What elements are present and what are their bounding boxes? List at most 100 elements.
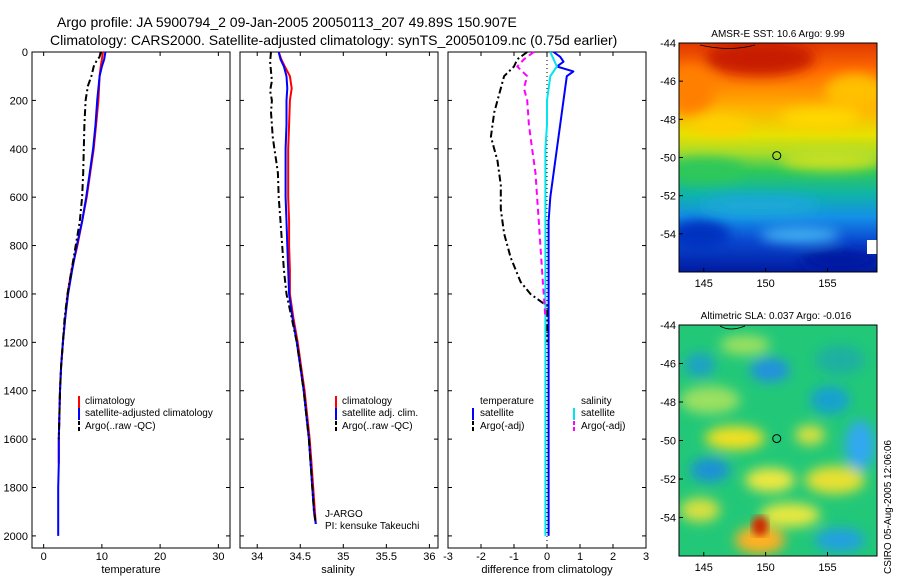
sla-contour (719, 325, 746, 330)
sla-patch (745, 468, 795, 492)
sla-patch (795, 425, 825, 445)
argo-position-marker (772, 434, 782, 444)
x-tick-label: 36 (423, 551, 435, 563)
x-tick-label: 3 (643, 551, 649, 563)
series-line-temperature-satellite (547, 51, 575, 536)
y-tick-label: 0 (22, 47, 28, 59)
salinity-axes-box (239, 51, 439, 549)
sla-field (679, 325, 877, 556)
map-y-tick-label: -52 (660, 474, 676, 486)
sla-patch (750, 358, 790, 382)
salinity-panel: salinity 34 34.5 35 35.5 36 climatology sate… (239, 51, 439, 576)
map-x-tick-label: 145 (695, 278, 713, 290)
sla-patch (815, 528, 865, 552)
series-line-argo-raw-qc (57, 51, 102, 440)
sst-patch (679, 158, 745, 182)
map-y-tick-label: -54 (660, 229, 676, 241)
x-tick-label: 10 (96, 551, 108, 563)
sst-patch (690, 115, 750, 135)
legend-label: climatology (342, 396, 392, 407)
y-tick-label: 1400 (4, 386, 28, 398)
sla-patch (810, 386, 850, 414)
legend-label: Argo(-adj) (480, 421, 524, 432)
sla-hot-spot (752, 516, 768, 536)
y-tick-label: 1800 (4, 483, 28, 495)
sla-patch (720, 335, 770, 355)
sla-patch (690, 458, 730, 482)
map-y-tick-label: -46 (660, 76, 676, 88)
sst-patch (760, 227, 840, 243)
header-line-1: Argo profile: JA 5900794_2 09-Jan-2005 2… (57, 14, 517, 30)
sla-patch (680, 498, 720, 522)
x-tick-label: 35 (337, 551, 349, 563)
series-line-salinity-argo-adj (516, 51, 547, 319)
difference-legend-salinity: salinity satellite Argo(-adj) (573, 396, 625, 433)
sla-texture (680, 335, 875, 554)
side-timestamp: CSIRO 05-Aug-2005 12:06:06 (883, 440, 894, 574)
difference-legend-temperature: temperature satellite Argo(-adj) (472, 396, 534, 433)
y-tick-label: 1200 (4, 337, 28, 349)
sla-patch (735, 526, 785, 554)
y-tick-label: 400 (10, 144, 28, 156)
map-y-tick-label: -46 (660, 359, 676, 371)
map-y-tick-label: -52 (660, 191, 676, 203)
series-line-argo-raw-qc (269, 51, 317, 524)
difference-xlabel: difference from climatology (481, 564, 613, 576)
sla-patch (805, 466, 865, 494)
x-tick-label: 34 (251, 551, 263, 563)
temperature-legend: climatology satellite-adjusted climatolo… (78, 396, 213, 433)
y-tick-label: 1600 (4, 434, 28, 446)
sst-contour (699, 44, 756, 49)
temperature-axes-box (31, 51, 231, 549)
x-tick-label: 2 (610, 551, 616, 563)
sla-patch (752, 516, 768, 536)
sst-patch (780, 108, 860, 128)
legend-label: satellite-adjusted climatology (85, 408, 213, 419)
y-tick-label: 600 (10, 192, 28, 204)
sst-patch (679, 65, 715, 115)
series-line-temperature-argo-adj (489, 51, 548, 343)
sst-texture (679, 43, 877, 270)
annotation-program: J-ARGO (325, 509, 363, 520)
legend-label: satellite adj. clim. (342, 408, 418, 419)
header-line-2: Climatology: CARS2000. Satellite-adjuste… (50, 32, 617, 48)
map-x-tick-label: 155 (818, 562, 836, 574)
y-tick-label: 2000 (4, 531, 28, 543)
salinity-legend: climatology satellite adj. clim. Argo(..… (335, 396, 418, 433)
legend-label: satellite (480, 408, 514, 419)
map-x-tick-label: 155 (818, 278, 836, 290)
map-y-tick-label: -50 (660, 436, 676, 448)
x-tick-label: -3 (443, 551, 453, 563)
map-y-tick-label: -48 (660, 397, 676, 409)
x-tick-label: -1 (509, 551, 519, 563)
temperature-panel: temperature 0 10 20 30 0 200 400 600 800 1000 1200… (4, 47, 231, 576)
annotation-pi: PI: kensuke Takeuchi (325, 521, 419, 532)
map-y-tick-label: -44 (660, 320, 676, 332)
sst-field (679, 43, 877, 272)
y-tick-label: 200 (10, 95, 28, 107)
x-tick-label: 35.5 (376, 551, 397, 563)
sla-patch (680, 386, 740, 414)
sla-patch (685, 353, 715, 377)
sla-map-title: Altimetric SLA: 0.037 Argo: -0.016 (701, 311, 852, 322)
sla-patch (705, 426, 765, 450)
legend-title: temperature (480, 396, 534, 407)
sla-patch (845, 420, 875, 470)
salinity-xlabel: salinity (321, 564, 355, 576)
argo-position-marker (772, 151, 782, 161)
sst-patch (679, 220, 730, 250)
sst-missing-data (867, 240, 877, 254)
legend-label: climatology (85, 396, 135, 407)
y-tick-label: 800 (10, 241, 28, 253)
sst-patch (700, 195, 820, 215)
x-tick-label: 20 (154, 551, 166, 563)
sst-warm-core (705, 43, 815, 76)
sst-map-title: AMSR-E SST: 10.6 Argo: 9.99 (711, 29, 845, 40)
x-tick-label: 30 (212, 551, 224, 563)
legend-label: Argo(..raw -QC) (85, 421, 156, 432)
sla-patch (815, 345, 865, 375)
x-tick-label: 0 (544, 551, 550, 563)
map-x-tick-label: 145 (695, 562, 713, 574)
sla-map-panel: Altimetric SLA: 0.037 Argo: -0.016 (660, 311, 878, 574)
